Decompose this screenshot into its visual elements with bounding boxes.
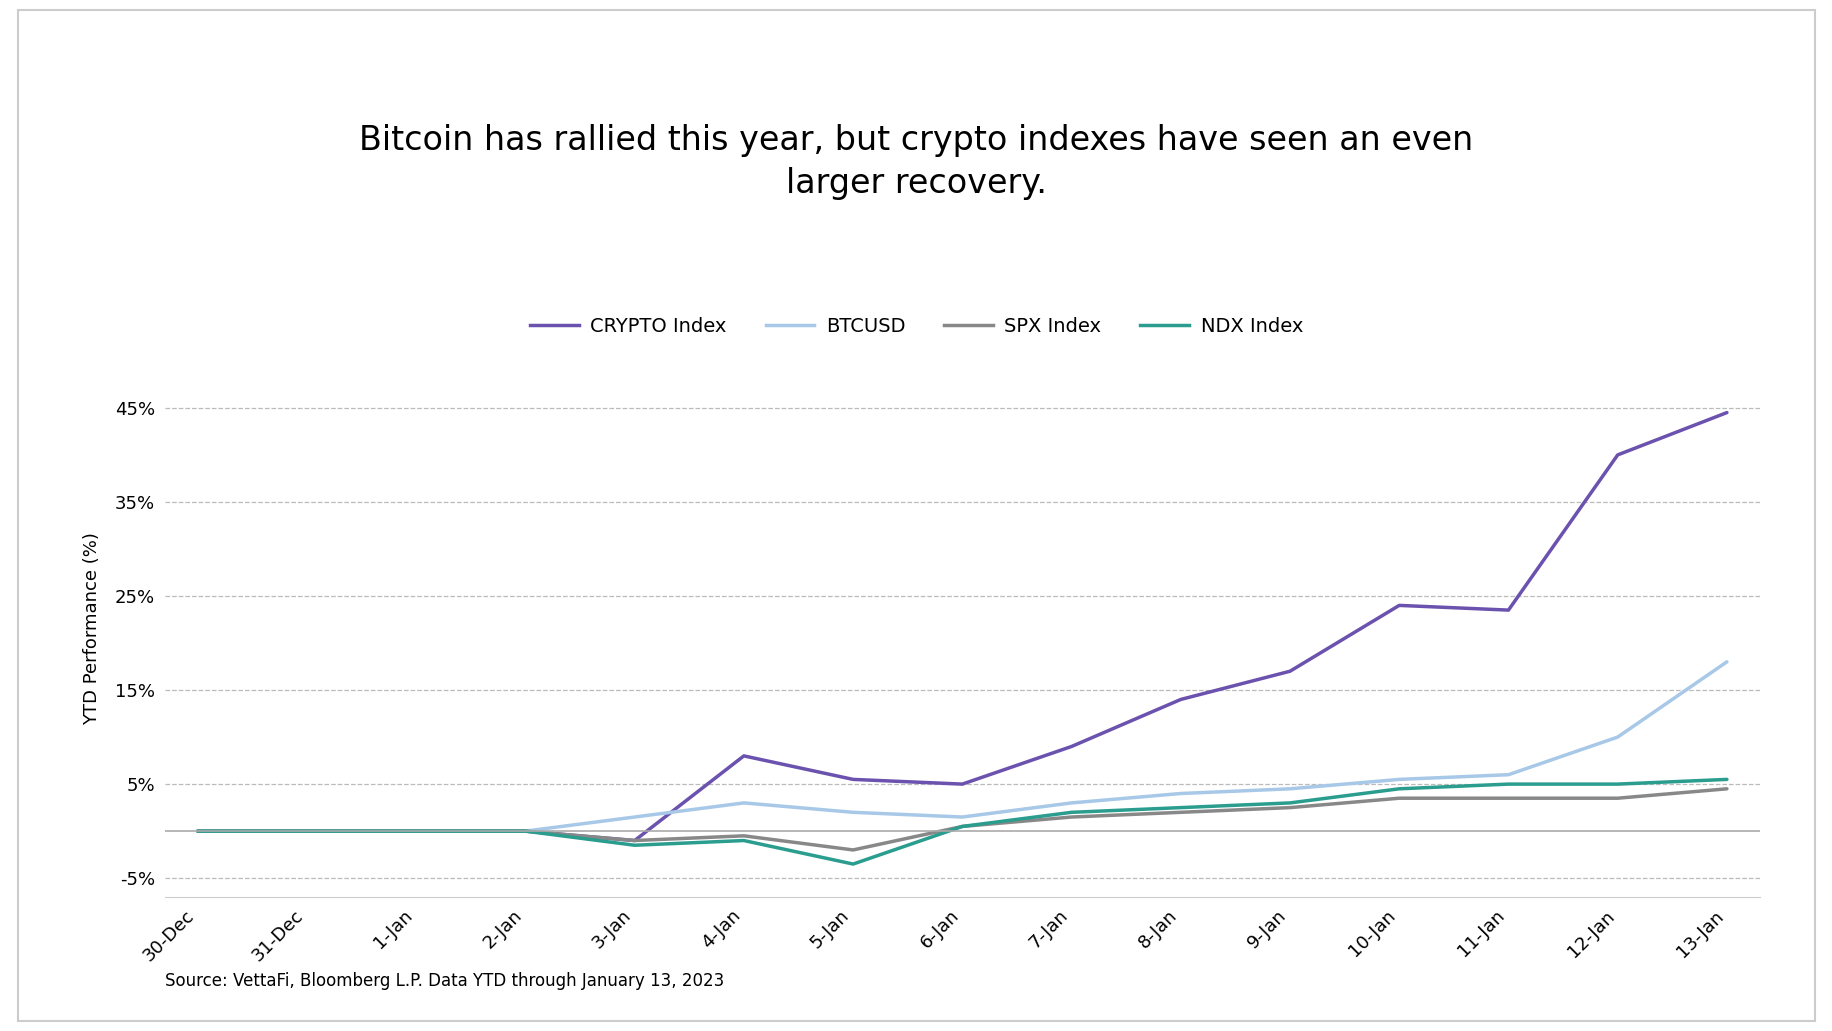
NDX Index [295,825,317,837]
CRYPTO Index [733,750,755,762]
Text: Bitcoin has rallied this year, but crypto indexes have seen an even
larger recov: Bitcoin has rallied this year, but crypt… [359,124,1473,200]
SPX Index [1387,792,1409,804]
BTCUSD [623,810,645,823]
BTCUSD [187,825,209,837]
Line: BTCUSD: BTCUSD [198,662,1726,831]
CRYPTO Index [187,825,209,837]
BTCUSD [951,810,973,823]
Legend: CRYPTO Index, BTCUSD, SPX Index, NDX Index: CRYPTO Index, BTCUSD, SPX Index, NDX Ind… [522,309,1310,344]
BTCUSD [405,825,427,837]
BTCUSD [1607,731,1629,743]
CRYPTO Index [1061,740,1083,753]
NDX Index [733,834,755,846]
CRYPTO Index [841,773,863,786]
Line: CRYPTO Index: CRYPTO Index [198,412,1726,840]
CRYPTO Index [1497,604,1519,617]
BTCUSD [733,797,755,809]
NDX Index [1169,801,1191,813]
NDX Index [841,858,863,870]
SPX Index [405,825,427,837]
NDX Index [623,839,645,852]
NDX Index [515,825,537,837]
CRYPTO Index [1169,693,1191,705]
CRYPTO Index [1387,599,1409,611]
SPX Index [187,825,209,837]
BTCUSD [515,825,537,837]
NDX Index [1497,778,1519,791]
BTCUSD [1169,788,1191,800]
BTCUSD [1279,783,1301,795]
BTCUSD [841,806,863,819]
SPX Index [1497,792,1519,804]
CRYPTO Index [1715,406,1737,419]
SPX Index [1169,806,1191,819]
NDX Index [405,825,427,837]
SPX Index [1061,810,1083,823]
SPX Index [733,830,755,842]
SPX Index [515,825,537,837]
NDX Index [1607,778,1629,791]
CRYPTO Index [405,825,427,837]
SPX Index [841,843,863,856]
CRYPTO Index [295,825,317,837]
BTCUSD [1497,768,1519,780]
Y-axis label: YTD Performance (%): YTD Performance (%) [82,532,101,726]
BTCUSD [1715,656,1737,668]
BTCUSD [295,825,317,837]
CRYPTO Index [623,834,645,846]
SPX Index [951,821,973,833]
Line: SPX Index: SPX Index [198,789,1726,850]
Text: Source: VettaFi, Bloomberg L.P. Data YTD through January 13, 2023: Source: VettaFi, Bloomberg L.P. Data YTD… [165,972,724,990]
CRYPTO Index [515,825,537,837]
CRYPTO Index [1607,448,1629,461]
NDX Index [1279,797,1301,809]
SPX Index [1279,801,1301,813]
SPX Index [623,834,645,846]
CRYPTO Index [1279,665,1301,677]
SPX Index [295,825,317,837]
BTCUSD [1387,773,1409,786]
SPX Index [1715,783,1737,795]
SPX Index [1607,792,1629,804]
Line: NDX Index: NDX Index [198,779,1726,864]
BTCUSD [1061,797,1083,809]
NDX Index [951,821,973,833]
NDX Index [1715,773,1737,786]
NDX Index [1387,783,1409,795]
NDX Index [1061,806,1083,819]
NDX Index [187,825,209,837]
CRYPTO Index [951,778,973,791]
